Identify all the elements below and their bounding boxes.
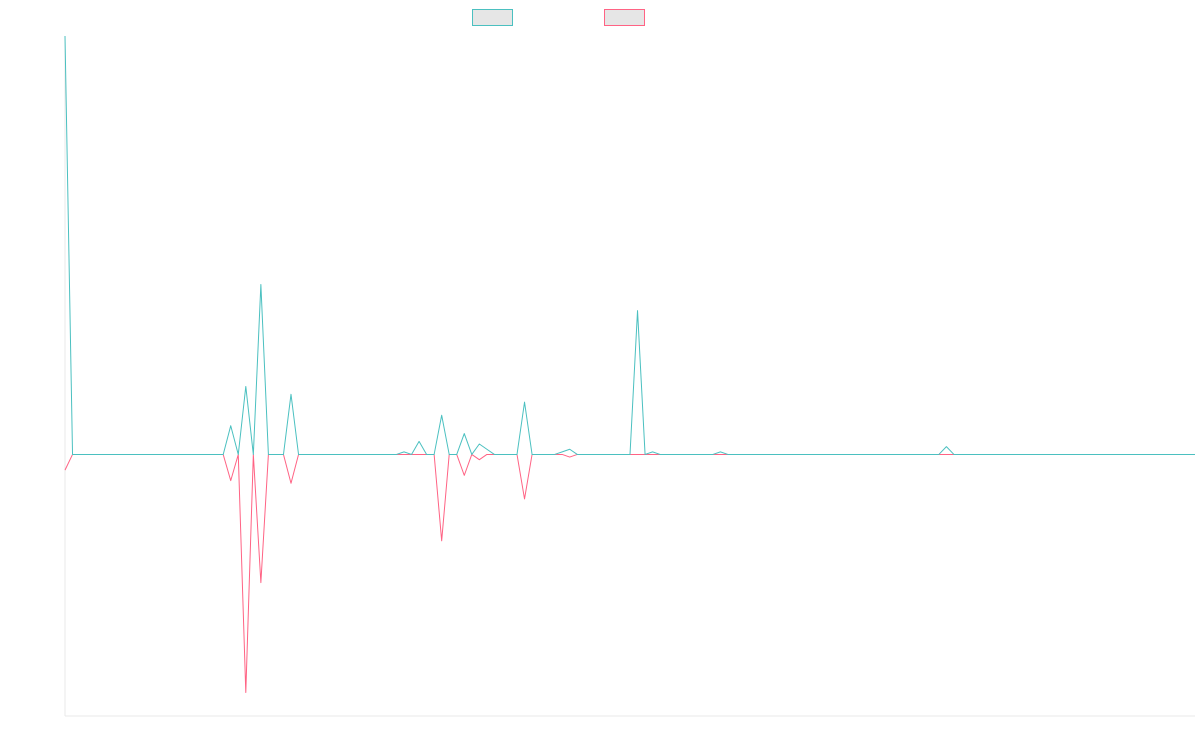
series-line-2 [64, 453, 1195, 693]
chart-legend [472, 9, 645, 26]
series-line-1 [64, 35, 1195, 455]
legend-swatch-1[interactable] [472, 9, 513, 26]
chart-series-layer [64, 35, 1195, 693]
legend-swatch-2[interactable] [604, 9, 645, 26]
chart-axes [64, 36, 1195, 717]
